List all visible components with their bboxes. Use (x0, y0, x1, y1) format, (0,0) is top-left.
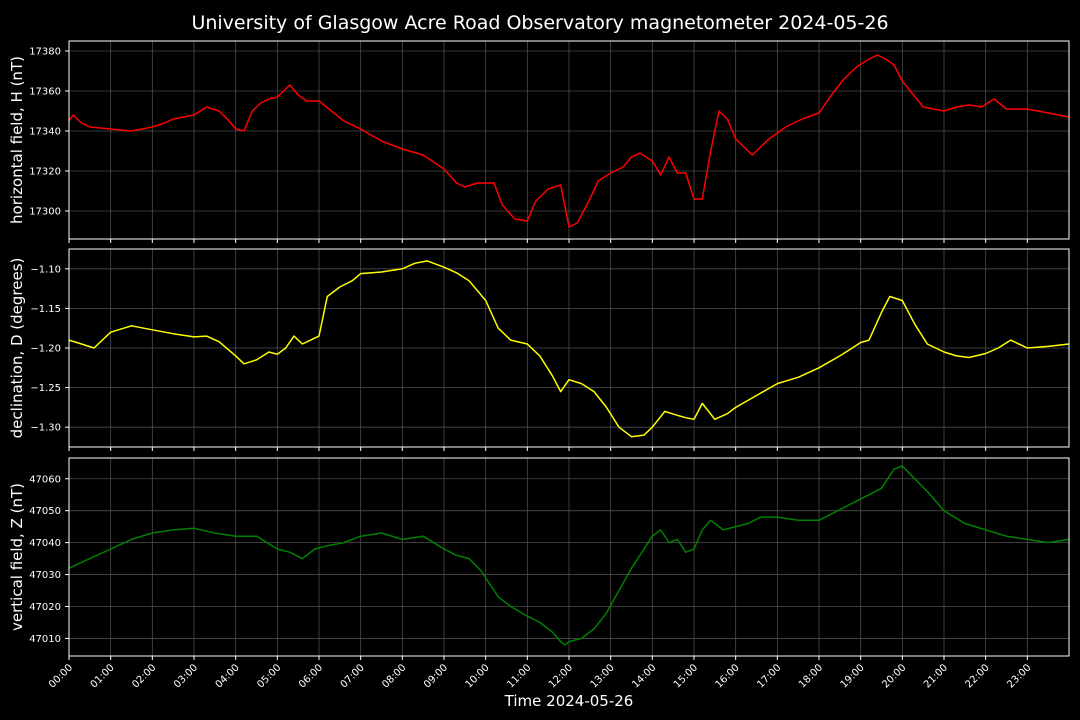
x-tick-label: 08:00 (380, 662, 408, 690)
series-line-horizontal (68, 54, 1070, 228)
x-tick-label: 21:00 (922, 662, 950, 690)
x-tick-label: 19:00 (839, 662, 867, 690)
y-tick-label: 17380 (29, 47, 61, 58)
y-tick-label: 17360 (29, 87, 61, 98)
y-axis-label: horizontal field, H (nT) (8, 56, 26, 224)
series-line-vertical (68, 465, 1070, 646)
x-axis: 00:00 01:00 02:00 03:00 04:00 05:00 06:00 07:00… (47, 662, 1033, 690)
y-tick-label: 47050 (29, 506, 61, 517)
panel-frame (68, 40, 1070, 240)
x-tick-label: 09:00 (422, 662, 450, 690)
y-tick-label: 47010 (29, 634, 61, 645)
y-tick-label: 47040 (29, 538, 61, 549)
x-tick-label: 01:00 (89, 662, 117, 690)
x-tick-label: 03:00 (172, 662, 200, 690)
y-axis-label: vertical field, Z (nT) (8, 483, 26, 631)
panel-declination: −1.30 −1.25 −1.20 −1.15 −1.10 declination, D … (8, 248, 1070, 451)
x-tick-label: 13:00 (589, 662, 617, 690)
x-tick-label: 02:00 (130, 662, 158, 690)
y-tick-label: 17340 (29, 127, 61, 138)
x-tick-label: 10:00 (464, 662, 492, 690)
y-tick-label: 17320 (29, 167, 61, 178)
y-tick-label: 47060 (29, 474, 61, 485)
chart-title: University of Glasgow Acre Road Observat… (191, 12, 888, 34)
x-tick-label: 00:00 (47, 662, 75, 690)
x-tick-label: 18:00 (797, 662, 825, 690)
x-tick-label: 22:00 (964, 662, 992, 690)
x-tick-label: 07:00 (339, 662, 367, 690)
panel-frame (68, 457, 1070, 657)
y-tick-label: −1.15 (30, 304, 61, 315)
y-tick-label: −1.10 (30, 264, 61, 275)
y-tick-label: −1.25 (30, 383, 61, 394)
x-tick-label: 11:00 (505, 662, 533, 690)
x-tick-label: 12:00 (547, 662, 575, 690)
y-tick-label: 17300 (29, 207, 61, 218)
panel-frame (68, 248, 1070, 448)
x-tick-label: 04:00 (214, 662, 242, 690)
x-axis-label: Time 2024-05-26 (504, 692, 634, 710)
y-tick-label: 47030 (29, 570, 61, 581)
x-tick-label: 14:00 (630, 662, 658, 690)
x-tick-label: 16:00 (714, 662, 742, 690)
y-tick-label: −1.30 (30, 423, 61, 434)
series-line-declination (68, 260, 1070, 438)
y-tick-label: −1.20 (30, 344, 61, 355)
x-tick-label: 23:00 (1005, 662, 1033, 690)
y-axis-label: declination, D (degrees) (8, 258, 26, 439)
x-tick-label: 06:00 (297, 662, 325, 690)
x-tick-label: 15:00 (672, 662, 700, 690)
x-tick-label: 20:00 (880, 662, 908, 690)
x-tick-label: 17:00 (755, 662, 783, 690)
x-tick-label: 05:00 (255, 662, 283, 690)
y-tick-label: 47020 (29, 602, 61, 613)
